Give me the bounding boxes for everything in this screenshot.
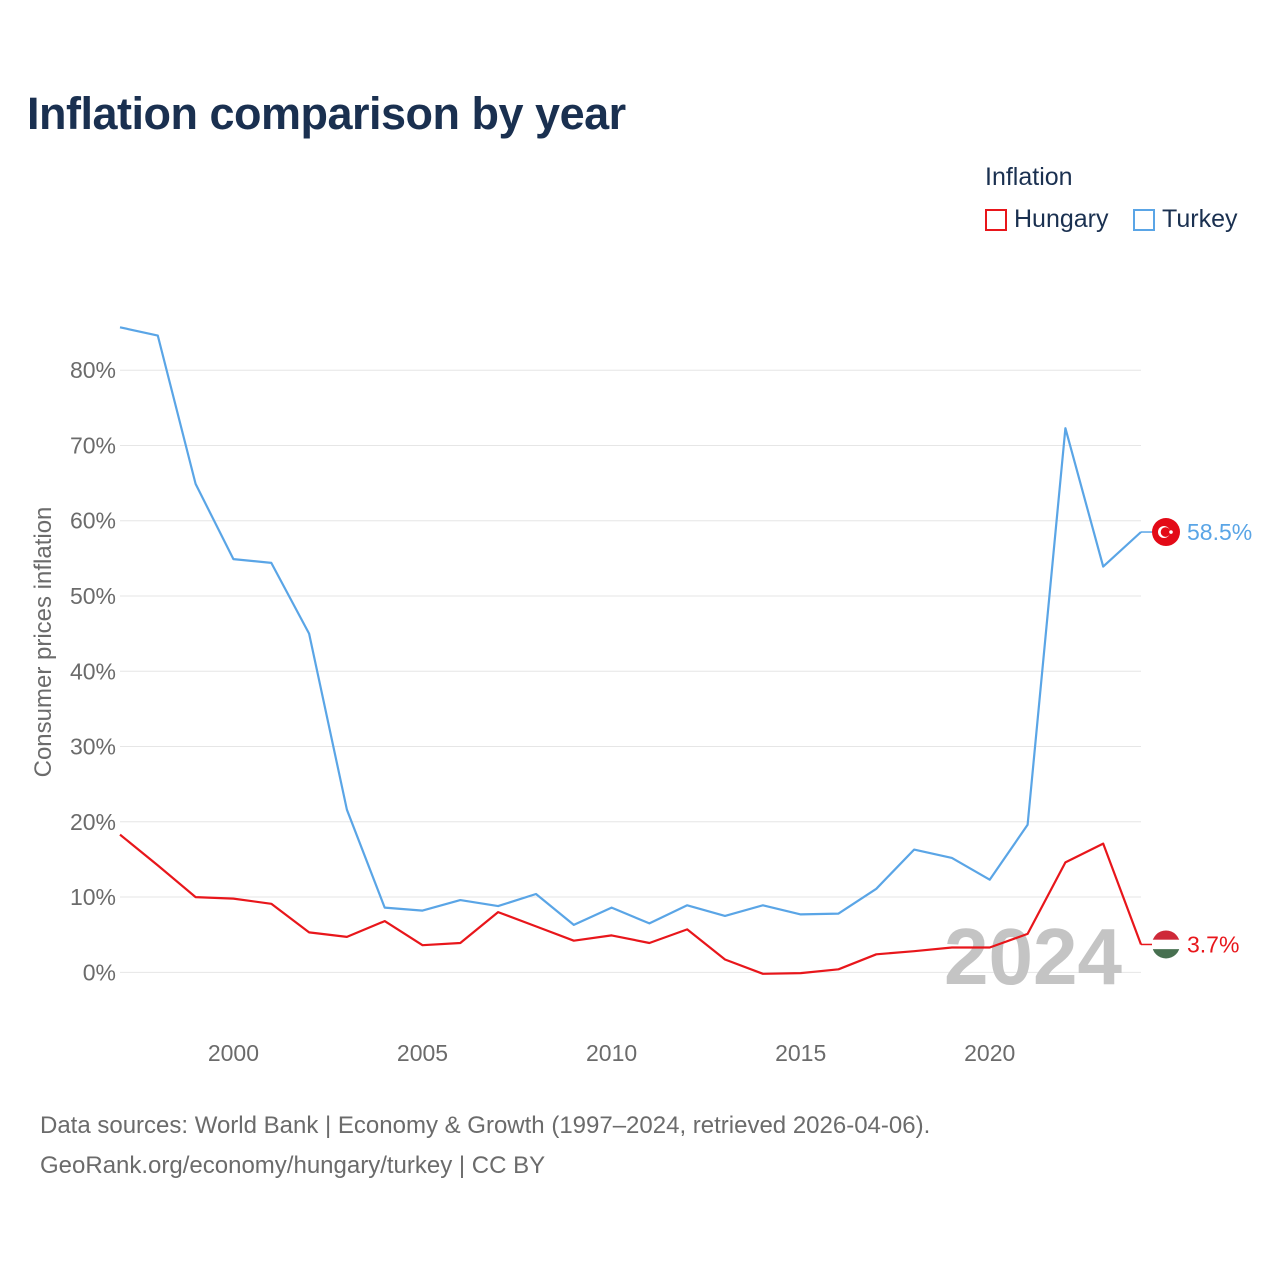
- legend-label-hungary: Hungary: [1014, 205, 1109, 233]
- y-tick-label: 10%: [70, 884, 116, 910]
- legend-swatch-turkey: [1133, 208, 1155, 231]
- flag-hungary-icon: [1152, 930, 1180, 959]
- y-tick-label: 80%: [70, 357, 116, 383]
- legend-item-hungary[interactable]: Hungary: [985, 205, 1109, 234]
- y-tick-label: 70%: [70, 432, 116, 458]
- source-note: Data sources: World Bank | Economy & Gro…: [40, 1106, 930, 1186]
- end-value-label-hungary: 3.7%: [1187, 931, 1239, 957]
- y-tick-label: 20%: [70, 809, 116, 835]
- y-tick-label: 40%: [70, 658, 116, 684]
- legend-label-turkey: Turkey: [1162, 205, 1238, 233]
- legend-item-turkey[interactable]: Turkey: [1133, 205, 1237, 234]
- source-line-2[interactable]: GeoRank.org/economy/hungary/turkey | CC …: [40, 1152, 546, 1179]
- y-tick-label: 50%: [70, 583, 116, 609]
- x-axis-ticks: 2000 2005 2010 2015 2020: [208, 1040, 1015, 1066]
- y-axis-label: Consumer prices inflation: [30, 507, 57, 778]
- x-tick-label: 2010: [586, 1040, 637, 1066]
- year-watermark: 2024: [944, 912, 1122, 1001]
- series-line-hungary[interactable]: [119, 833, 1143, 975]
- line-chart: 0%10%20%30%40%50%60%70%80% 2000 2005 2010 2…: [30, 326, 1252, 1066]
- grid-lines: [120, 369, 1141, 973]
- flag-turkey-icon: [1152, 518, 1180, 547]
- y-axis-ticks: 0% 10% 20% 30% 40% 50% 60% 70% 80%: [70, 357, 116, 985]
- source-line-1: Data sources: World Bank | Economy & Gro…: [40, 1112, 931, 1139]
- x-tick-label: 2020: [964, 1040, 1015, 1066]
- y-tick-label: 30%: [70, 734, 116, 760]
- chart-title: Inflation comparison by year: [27, 88, 626, 139]
- series-lines: [119, 326, 1143, 975]
- end-value-label-turkey: 58.5%: [1187, 519, 1252, 545]
- x-tick-label: 2015: [775, 1040, 826, 1066]
- y-tick-label: 60%: [70, 508, 116, 534]
- legend-swatch-hungary: [985, 208, 1007, 231]
- x-tick-label: 2005: [397, 1040, 448, 1066]
- series-line-turkey[interactable]: [119, 326, 1142, 927]
- legend-title: Inflation: [985, 163, 1073, 191]
- y-tick-label: 0%: [83, 959, 116, 985]
- series-end-markers: 58.5% 3.7%: [1141, 518, 1252, 959]
- x-tick-label: 2000: [208, 1040, 259, 1066]
